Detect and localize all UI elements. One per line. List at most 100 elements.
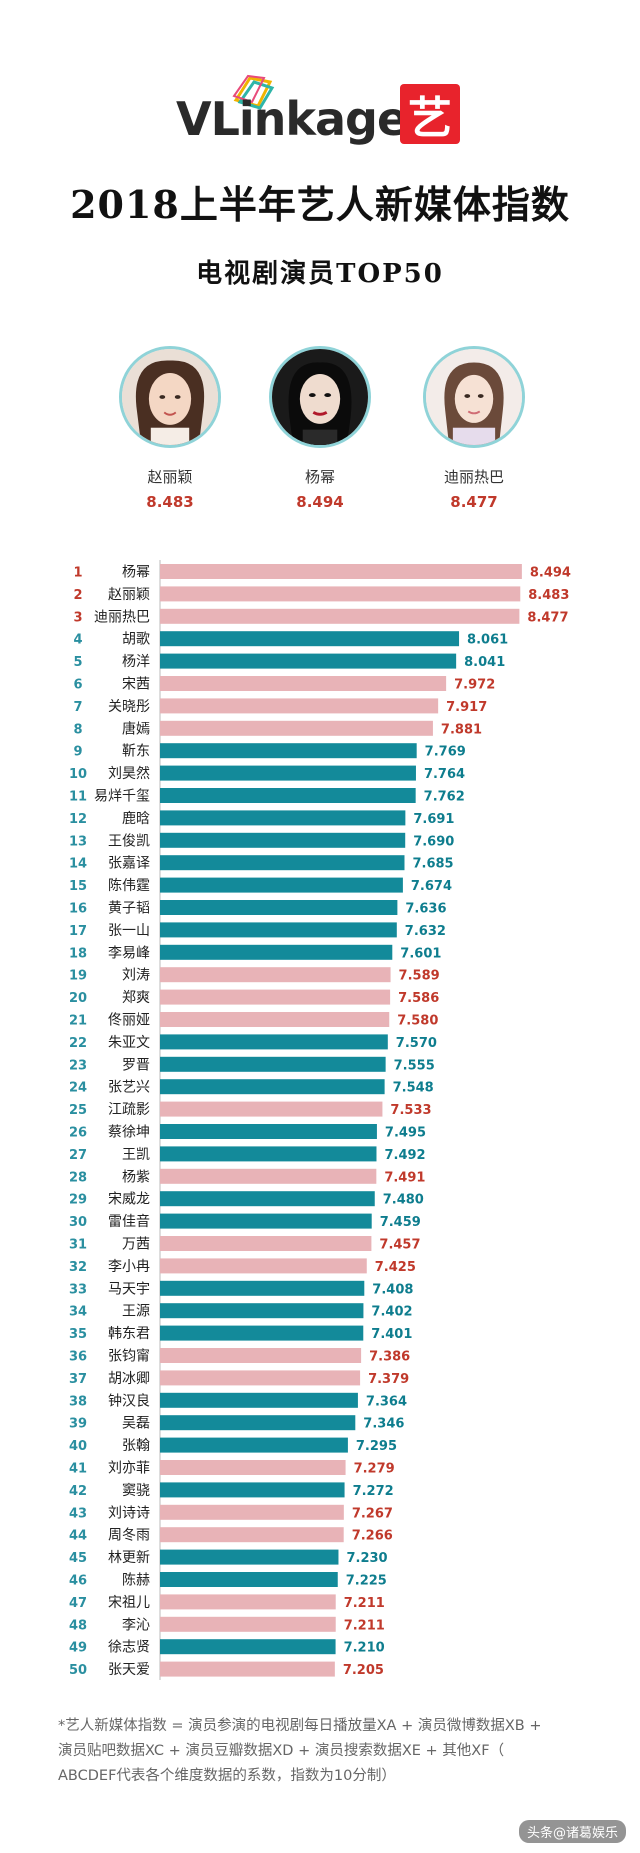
value-label: 7.555 (394, 1058, 435, 1073)
value-label: 7.279 (354, 1462, 395, 1477)
bar (160, 1572, 338, 1587)
podium-score: 8.477 (450, 493, 498, 511)
rank-label: 27 (69, 1148, 87, 1163)
category-label: 赵丽颖 (108, 587, 150, 603)
value-label: 7.691 (413, 812, 454, 827)
category-label: 吴磊 (122, 1416, 150, 1432)
bar (160, 608, 520, 624)
bar (160, 720, 433, 736)
portrait-icon (122, 349, 218, 445)
category-label: 刘诗诗 (108, 1505, 150, 1521)
podium-card-first: 杨幂 8.494 (240, 346, 400, 511)
rank-label: 32 (69, 1260, 87, 1275)
podium-name: 赵丽颖 (147, 468, 193, 486)
podium-card-second: 赵丽颖 8.483 (90, 346, 250, 511)
bar (160, 653, 457, 669)
bar (160, 1325, 364, 1341)
category-label: 宋祖儿 (108, 1595, 150, 1611)
value-label: 7.230 (346, 1551, 387, 1566)
category-label: 王凯 (122, 1147, 150, 1163)
bar (160, 1258, 367, 1274)
rank-label: 50 (69, 1663, 87, 1678)
bar (160, 1415, 356, 1431)
value-label: 7.769 (425, 745, 466, 760)
footnote-line: ABCDEF代表各个维度数据的系数，指数为10分制） (58, 1768, 396, 1784)
rank-label: 43 (69, 1506, 87, 1521)
category-label: 黄子韬 (108, 900, 150, 917)
bar (160, 631, 460, 647)
value-label: 7.211 (344, 1618, 385, 1633)
rank-label: 9 (73, 745, 82, 760)
value-label: 7.295 (356, 1439, 397, 1454)
category-label: 杨幂 (122, 565, 150, 581)
bar (160, 1034, 388, 1050)
value-label: 7.881 (441, 722, 482, 737)
category-label: 王源 (122, 1304, 150, 1320)
category-label: 李沁 (122, 1617, 150, 1633)
category-label: 陈伟霆 (108, 877, 150, 894)
value-label: 8.494 (530, 566, 571, 581)
rank-label: 42 (69, 1484, 87, 1499)
bar (160, 855, 405, 871)
bar (160, 1616, 336, 1632)
rank-label: 23 (69, 1058, 87, 1073)
footnote-line: 演员贴吧数据XC + 演员豆瓣数据XD + 演员搜索数据XE + 其他XF（ (58, 1743, 505, 1759)
bar (160, 900, 398, 915)
bar (160, 810, 406, 826)
bar (160, 586, 521, 602)
bar (160, 1012, 390, 1027)
category-label: 徐志贤 (108, 1640, 150, 1656)
rank-label: 29 (69, 1193, 87, 1208)
bar (160, 1213, 372, 1229)
page-subtitle: 电视剧演员TOP50 (196, 259, 444, 289)
podium-name: 迪丽热巴 (443, 468, 504, 486)
bar (160, 1594, 336, 1610)
bar (160, 967, 391, 983)
rank-label: 39 (69, 1417, 87, 1432)
bar (160, 1168, 377, 1184)
category-label: 韩东君 (108, 1326, 150, 1342)
category-label: 林更新 (108, 1550, 150, 1566)
value-label: 7.589 (399, 969, 440, 984)
rank-label: 22 (69, 1036, 87, 1051)
podium-score: 8.483 (146, 493, 194, 511)
category-label: 刘涛 (122, 968, 150, 984)
rank-label: 14 (69, 857, 87, 872)
rank-label: 15 (69, 879, 87, 894)
category-label: 佟丽娅 (108, 1013, 150, 1029)
bar (160, 765, 416, 781)
value-label: 7.379 (368, 1372, 409, 1387)
rank-label: 10 (69, 767, 87, 782)
value-label: 8.483 (528, 588, 569, 603)
rank-label: 35 (69, 1327, 87, 1342)
bar (160, 1527, 344, 1543)
category-label: 易烊千玺 (94, 789, 150, 805)
category-label: 李易峰 (108, 945, 150, 961)
value-label: 7.211 (344, 1596, 385, 1611)
category-label: 钟汉良 (108, 1392, 150, 1409)
category-label: 胡冰卿 (108, 1371, 150, 1387)
rank-label: 30 (69, 1215, 87, 1230)
page-title: 2018上半年艺人新媒体指数 (70, 182, 570, 227)
value-label: 7.491 (384, 1170, 425, 1185)
podium: 赵丽颖 8.483 杨幂 8.494 (0, 346, 640, 526)
category-label: 靳东 (122, 744, 150, 760)
footnote-line: *艺人新媒体指数 = 演员参演的电视剧每日播放量XA + 演员微博数据XB + (58, 1718, 542, 1734)
bar (160, 1191, 375, 1207)
footnote: *艺人新媒体指数 = 演员参演的电视剧每日播放量XA + 演员微博数据XB + … (58, 1714, 598, 1789)
rank-label: 33 (69, 1282, 87, 1297)
value-label: 7.386 (369, 1350, 410, 1365)
category-label: 宋威龙 (108, 1192, 150, 1208)
bar (160, 832, 406, 848)
bar (160, 788, 416, 803)
rank-label: 24 (69, 1081, 87, 1096)
bar (160, 676, 447, 691)
ranking-chart: 1 杨幂 8.494 2 赵丽颖 8.483 3 迪丽热巴 8.477 4 胡歌 8.061 5 杨洋 8.… (0, 560, 640, 1680)
brand-header: VLinkage 艺 (0, 62, 640, 152)
category-label: 马天宇 (108, 1281, 150, 1297)
rank-label: 48 (69, 1618, 87, 1633)
rank-label: 28 (69, 1170, 87, 1185)
category-label: 宋茜 (122, 677, 150, 693)
value-label: 7.632 (405, 924, 446, 939)
rank-label: 25 (69, 1103, 87, 1118)
